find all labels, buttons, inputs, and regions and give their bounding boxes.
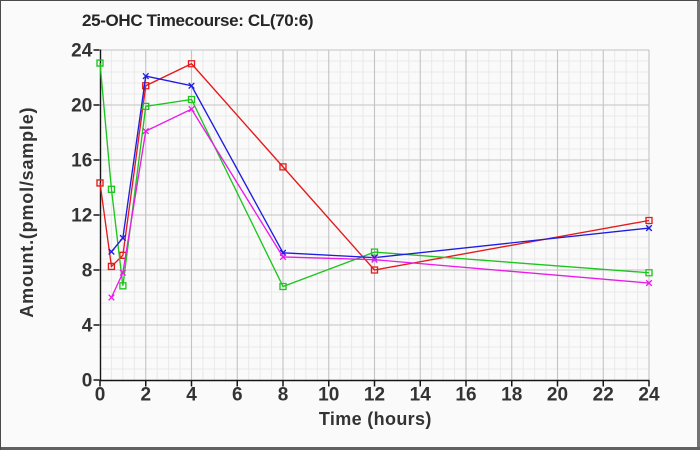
svg-text:4: 4 <box>186 385 197 406</box>
svg-text:16: 16 <box>455 385 476 406</box>
svg-text:14: 14 <box>410 385 432 406</box>
svg-text:8: 8 <box>82 260 93 281</box>
svg-text:Amount.(pmol/sample): Amount.(pmol/sample) <box>17 107 37 318</box>
svg-text:18: 18 <box>501 385 522 406</box>
svg-text:24: 24 <box>71 40 93 61</box>
svg-text:12: 12 <box>71 205 92 226</box>
svg-text:24: 24 <box>638 385 660 406</box>
svg-text:6: 6 <box>232 385 243 406</box>
svg-text:Time (hours): Time (hours) <box>319 409 432 429</box>
svg-text:12: 12 <box>364 385 385 406</box>
svg-text:25-OHC Timecourse: CL(70:6): 25-OHC Timecourse: CL(70:6) <box>82 11 313 30</box>
svg-text:2: 2 <box>140 385 151 406</box>
svg-text:20: 20 <box>547 385 568 406</box>
svg-text:0: 0 <box>82 370 93 391</box>
svg-text:8: 8 <box>278 385 289 406</box>
svg-text:10: 10 <box>318 385 339 406</box>
svg-text:16: 16 <box>71 150 92 171</box>
svg-text:22: 22 <box>593 385 614 406</box>
svg-text:20: 20 <box>71 95 92 116</box>
svg-text:0: 0 <box>95 385 106 406</box>
svg-text:4: 4 <box>82 315 93 336</box>
